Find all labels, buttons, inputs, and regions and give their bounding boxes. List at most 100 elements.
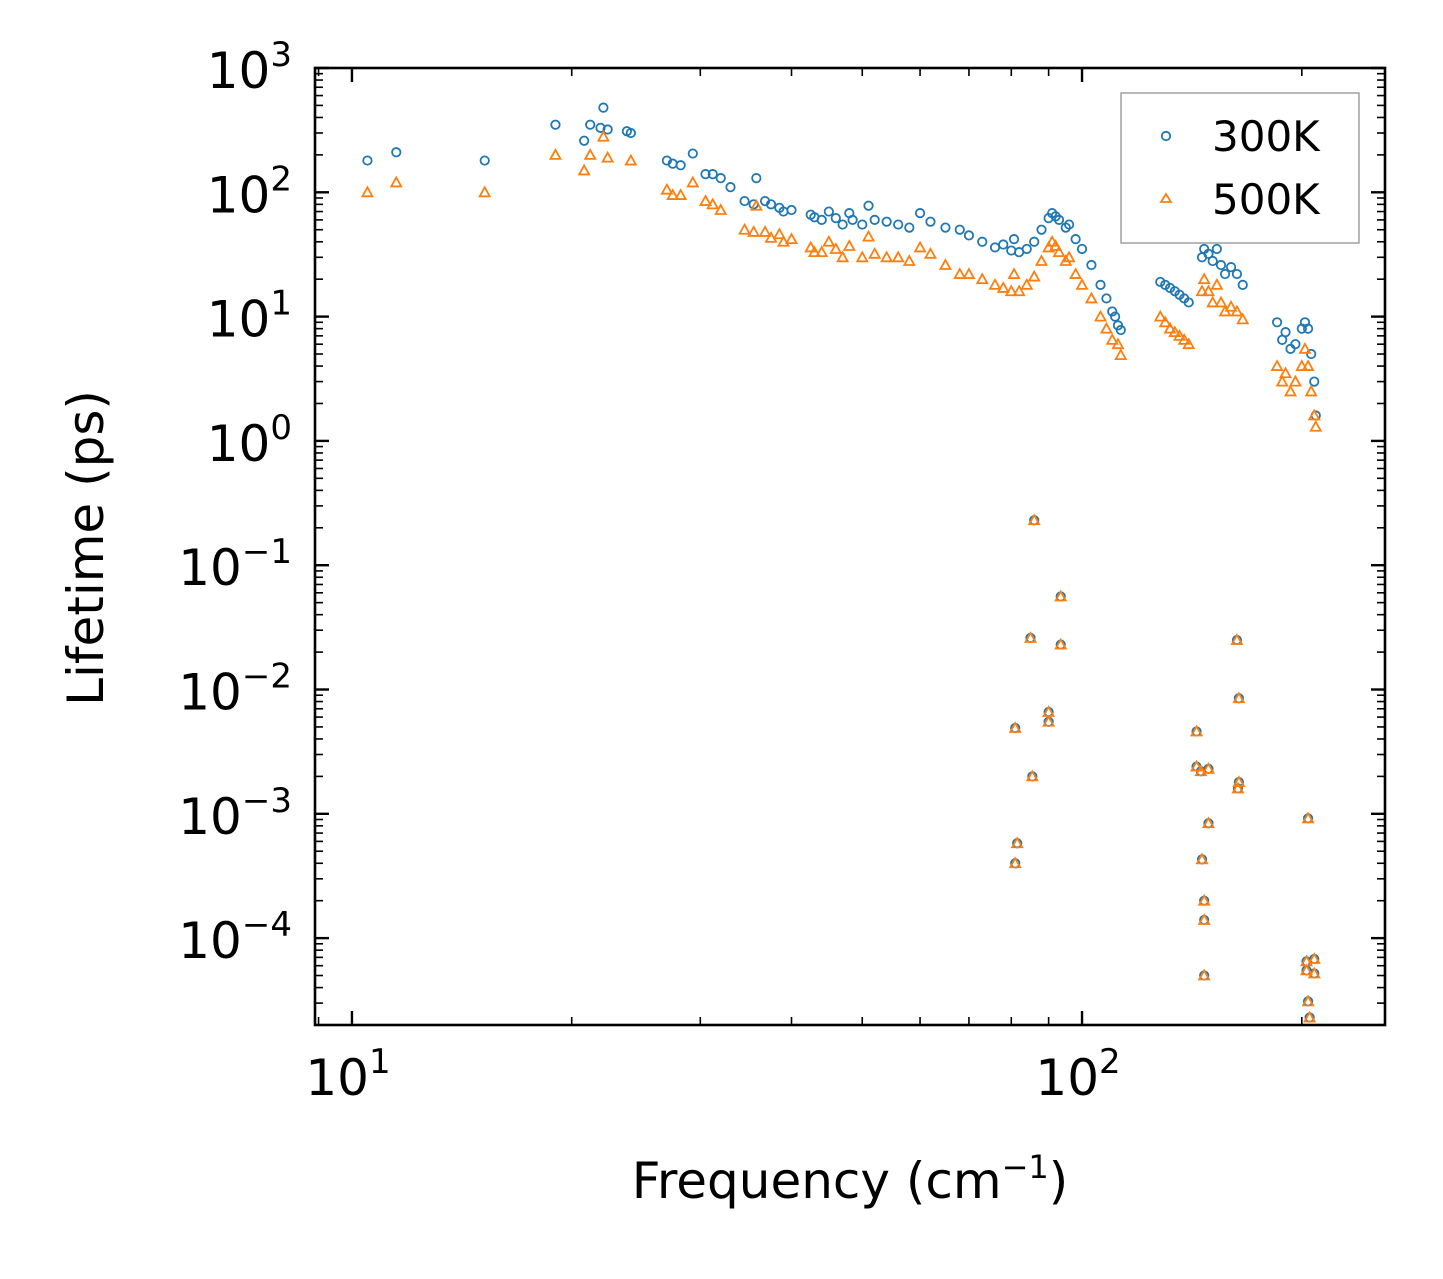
data-point-500k [1201,284,1216,297]
data-point-300k [1237,279,1248,290]
data-point-300k [977,236,988,247]
legend-label-500k: 500K [1212,175,1321,224]
data-point-300k [816,214,827,225]
data-point-500k [1062,250,1076,263]
data-point-300k [1095,279,1106,290]
data-point-500k [1295,359,1309,371]
data-point-300k [1207,255,1218,267]
data-point-300k [1306,348,1317,360]
data-point-500k [674,188,688,200]
data-point-500k [1283,384,1298,397]
data-point-300k [1086,259,1097,271]
data-point-500k [1042,714,1056,727]
data-point-500k [836,250,850,263]
y-tick-label: 10−4 [178,905,292,970]
data-point-500k [1307,952,1321,964]
data-point-500k [360,185,374,198]
data-point-500k [996,281,1010,293]
data-point-500k [804,240,818,253]
data-point-500k [962,267,976,279]
data-point-300k [1183,297,1194,308]
data-point-500k [1172,329,1187,341]
data-point-300k [739,195,750,207]
data-point-300k [786,204,797,216]
data-point-300k [1107,306,1118,317]
data-point-300k [963,230,975,241]
data-point-500k [1275,374,1289,387]
data-point-500k [1300,963,1314,976]
data-point-300k [391,147,402,158]
data-point-500k [1168,325,1182,338]
data-point-500k [913,240,927,253]
data-point-500k [1025,769,1039,782]
data-point-500k [776,234,791,247]
data-point-300k [1021,243,1032,255]
data-point-500k [1301,811,1315,824]
data-point-500k [1210,278,1224,290]
series-500k [360,129,1323,1023]
data-point-500k [1177,333,1191,345]
data-point-300k [925,216,936,227]
data-point-300k [550,119,561,130]
data-point-300k [869,214,880,225]
data-point-500k [1230,633,1244,645]
data-point-500k [577,163,591,176]
data-point-500k [601,150,615,163]
y-tick-label: 10−1 [178,532,292,597]
data-point-500k [478,185,492,198]
data-point-500k [862,229,876,242]
data-point-500k [389,175,403,188]
data-point-300k [998,239,1009,250]
legend-item-500k: 500K [1159,175,1321,224]
y-tick-label: 102 [207,159,292,224]
x-tick-label: 101 [305,1042,390,1107]
data-point-500k [784,232,799,245]
data-point-300k [940,222,951,233]
data-point-300k [707,169,718,180]
data-point-500k [624,153,638,166]
data-point-500k [714,203,728,215]
data-point-500k [1288,374,1302,387]
data-point-500k [1309,419,1323,432]
data-point-500k [1027,269,1041,282]
data-point-500k [698,194,713,206]
data-point-500k [1027,513,1041,526]
data-point-500k [1232,691,1246,704]
data-point-500k [1301,994,1315,1007]
data-point-500k [1194,764,1208,777]
data-point-500k [1190,724,1204,737]
data-point-500k [686,175,700,188]
data-point-300k [847,214,858,225]
data-point-300k [1029,236,1040,247]
data-point-300k [857,219,868,230]
data-point-500k [923,246,937,259]
data-point-300k [1076,243,1088,255]
data-point-300k [1290,339,1301,350]
data-point-300k [625,127,636,139]
data-point-300k [1280,327,1291,338]
data-point-300k [602,124,613,135]
x-axis-label: Frequency (cm−1) [632,1148,1069,1210]
data-point-500k [1231,781,1245,794]
data-point-300k [1215,259,1227,271]
data-point-500k [1007,267,1021,279]
data-point-500k [1054,637,1068,650]
data-point-300k [1115,324,1126,336]
data-point-300k [893,219,904,230]
data-point-500k [880,250,894,263]
data-point-300k [479,155,490,166]
data-point-500k [666,188,680,200]
data-point-300k [675,160,686,171]
data-point-500k [1023,631,1038,643]
data-point-500k [1201,816,1216,829]
legend-label-300k: 300K [1212,112,1321,161]
data-point-300k [830,213,841,224]
data-point-500k [1304,384,1318,397]
data-point-300k [725,182,736,193]
data-point-500k [1279,366,1293,379]
data-point-300k [837,219,848,230]
y-tick-label: 10−2 [178,657,292,722]
data-point-500k [1093,309,1108,322]
